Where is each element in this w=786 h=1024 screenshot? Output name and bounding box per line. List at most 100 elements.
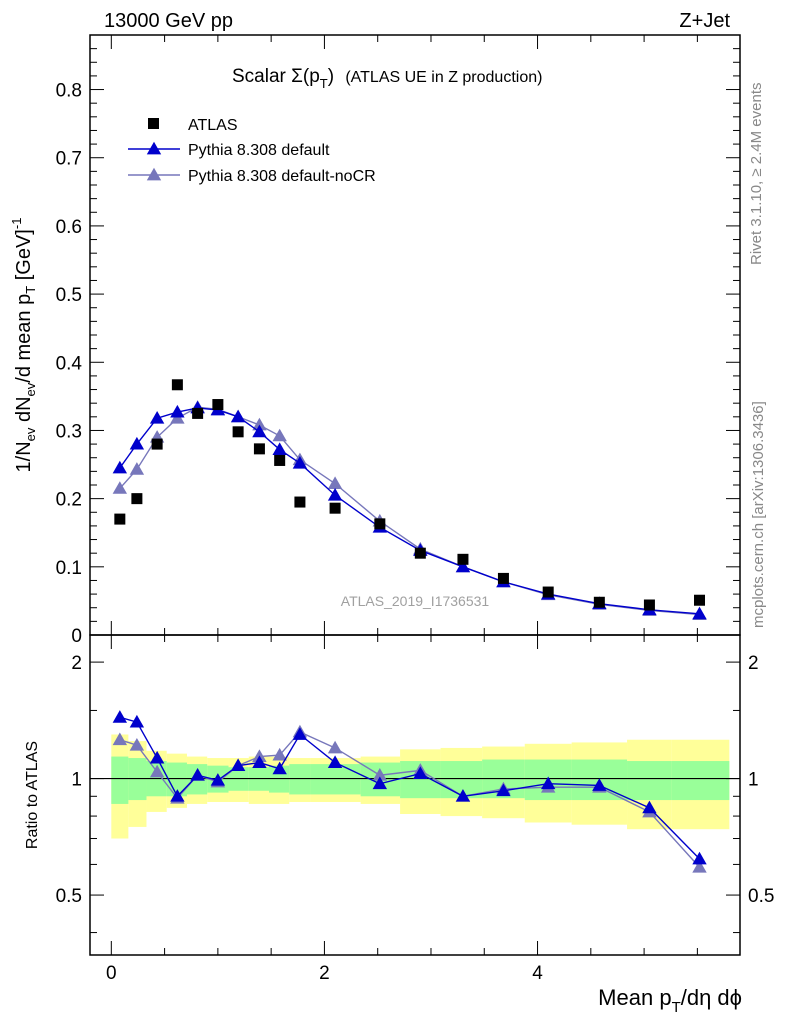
ratio-band-inner	[111, 756, 129, 804]
legend-marker-default	[146, 141, 162, 155]
point-atlas	[593, 596, 605, 608]
ratio-point-default	[455, 789, 471, 802]
ratio-point-default	[592, 778, 607, 791]
main-y-tick-label: 0.8	[56, 81, 82, 102]
ratio-y-tick-label: 2	[71, 653, 82, 674]
ratio-point-nocr	[149, 764, 165, 778]
point-nocr	[272, 428, 287, 442]
ratio-point-default	[230, 758, 246, 772]
ratio-plot-frame	[89, 634, 741, 956]
analysis-id-label: ATLAS_2019_I1736531	[341, 593, 490, 609]
legend-label-nocr: Pythia 8.308 default-noCR	[188, 168, 376, 185]
legend-marker-atlas	[148, 118, 159, 129]
ratio-point-default	[129, 714, 145, 728]
point-default	[112, 460, 128, 474]
ratio-point-default	[327, 755, 343, 768]
rivet-version-label: Rivet 3.1.10, ≥ 2.4M events	[748, 83, 765, 266]
ratio-point-nocr	[692, 860, 707, 873]
ratio-point-nocr	[372, 768, 388, 781]
point-atlas	[171, 379, 183, 391]
point-atlas	[457, 553, 469, 565]
point-atlas	[542, 586, 554, 598]
legend-label-default: Pythia 8.308 default	[188, 142, 330, 159]
mcplots-label: mcplots.cern.ch [arXiv:1306.3436]	[750, 401, 767, 628]
point-atlas	[329, 502, 341, 514]
ratio-y-axis-label: Ratio to ATLAS	[24, 741, 41, 849]
main-plot-panel: 0 0.1 0.2 0.3 0.4 0.5 0.6 0.7 0.8 Scalar Σ(pT) (…	[9, 34, 741, 647]
point-atlas	[232, 426, 244, 438]
main-y-tick-label: 0.3	[56, 421, 82, 442]
ratio-plot-panel: 0.5 0.5 1 1 2 2 0 2 4 Ratio to ATLAS Mean pT/dη …	[24, 634, 774, 1016]
main-y-tick-label: 0.6	[56, 217, 82, 238]
main-y-tick-label: 0.7	[56, 149, 82, 170]
main-y-tick-label: 0.1	[56, 558, 82, 579]
main-y-tick-label: 0.5	[56, 285, 82, 306]
ratio-band-inner	[310, 764, 361, 795]
ratio-point-default	[170, 789, 185, 802]
ratio-point-default	[540, 776, 556, 790]
point-nocr	[129, 462, 145, 475]
legend: ATLAS Pythia 8.308 default Pythia 8.308 de…	[128, 117, 376, 185]
point-atlas	[151, 438, 163, 450]
main-y-tick-label: 0.4	[56, 353, 83, 374]
point-default	[252, 424, 267, 438]
point-atlas	[414, 547, 426, 559]
point-atlas	[212, 399, 224, 411]
ratio-band-inner	[166, 762, 187, 797]
ratio-y-tick-label-right: 2	[748, 653, 759, 674]
ratio-point-nocr	[112, 732, 128, 746]
point-atlas	[253, 443, 265, 455]
ratio-point-default	[252, 755, 267, 768]
ratio-y-tick-label-right: 0.5	[748, 886, 774, 907]
x-tick-label: 4	[532, 963, 543, 984]
point-default	[170, 404, 185, 418]
point-nocr	[327, 476, 343, 490]
process-label: Z+Jet	[679, 10, 730, 32]
main-y-axis-label: 1/Nev dNev/d mean pT [GeV]-1	[9, 218, 38, 473]
ratio-band-inner	[627, 761, 672, 801]
x-tick-label: 0	[106, 963, 117, 984]
main-y-tick-label: 0	[71, 626, 82, 647]
energy-label: 13000 GeV pp	[104, 10, 233, 32]
ratio-point-default	[692, 851, 707, 865]
point-atlas	[131, 493, 143, 505]
point-default	[272, 442, 287, 455]
ratio-point-default	[496, 783, 511, 797]
ratio-point-default	[210, 773, 226, 786]
point-default	[327, 488, 343, 501]
ratio-point-default	[292, 727, 308, 740]
point-atlas	[497, 572, 509, 584]
ratio-point-default	[272, 761, 287, 775]
ratio-point-default	[372, 776, 388, 790]
point-atlas	[643, 599, 655, 611]
point-atlas	[294, 496, 306, 508]
ratio-y-tick-label-right: 1	[748, 770, 759, 791]
main-plot-title: Scalar Σ(pT) (ATLAS UE in Z production)	[232, 66, 542, 91]
point-default	[455, 559, 471, 573]
x-tick-label: 2	[319, 963, 330, 984]
point-atlas	[694, 594, 706, 606]
point-default	[129, 436, 145, 450]
ratio-band-inner	[671, 761, 730, 801]
ratio-point-default	[642, 800, 657, 814]
ratio-point-nocr	[327, 740, 343, 754]
series-line-default	[119, 407, 700, 615]
ratio-point-nocr	[272, 747, 287, 761]
point-atlas	[274, 454, 286, 466]
main-y-tick-label: 0.2	[56, 490, 82, 511]
point-default	[692, 606, 707, 620]
point-atlas	[192, 407, 204, 419]
ratio-band-inner	[289, 764, 311, 795]
x-axis-label: Mean pT/dη dϕ	[598, 985, 742, 1016]
ratio-point-default	[190, 768, 205, 781]
ratio-point-default	[112, 710, 128, 723]
point-nocr	[112, 481, 128, 494]
series-line-nocr	[119, 406, 700, 616]
point-atlas	[374, 518, 386, 530]
point-default	[149, 410, 165, 424]
ratio-y-tick-label: 0.5	[56, 886, 82, 907]
ratio-point-default	[149, 750, 165, 764]
ratio-point-nocr	[129, 737, 145, 751]
legend-label-atlas: ATLAS	[188, 117, 238, 134]
